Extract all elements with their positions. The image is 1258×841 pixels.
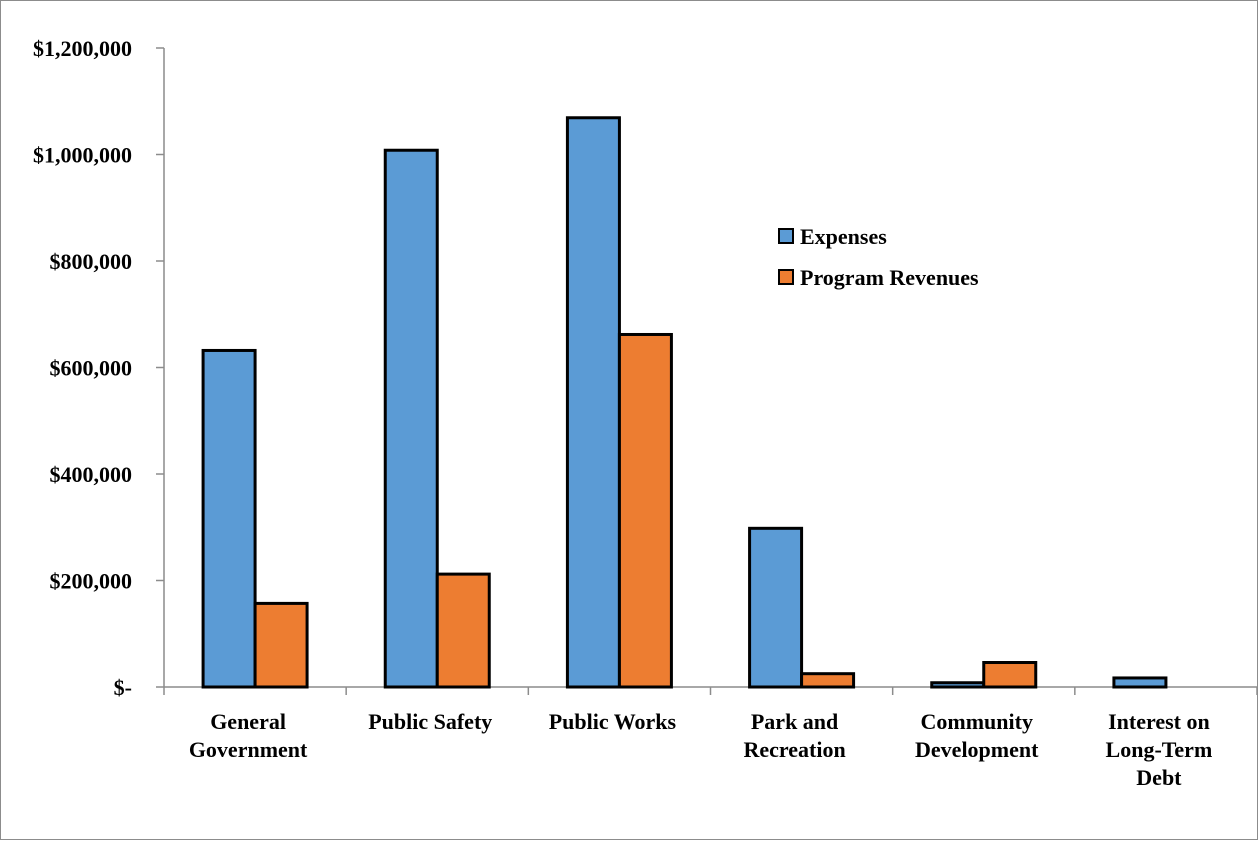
y-tick-label: $- xyxy=(114,675,132,700)
y-tick-label: $400,000 xyxy=(50,462,133,487)
category-label: General Government xyxy=(189,709,308,762)
y-axis: $- $200,000 $400,000 $600,000 $800,000 $1,000… xyxy=(33,36,165,700)
bar-program-revenues xyxy=(800,672,856,689)
bar-program-revenues xyxy=(435,572,491,689)
legend: Expenses Program Revenues xyxy=(778,224,979,290)
bar-expenses xyxy=(1112,676,1168,689)
bars xyxy=(201,116,1168,689)
bar-expenses xyxy=(201,348,257,689)
bar-expenses xyxy=(565,116,621,689)
bar-program-revenues xyxy=(617,332,673,689)
bar-expenses xyxy=(930,681,986,689)
bar-expenses xyxy=(748,526,804,689)
y-tick-label: $200,000 xyxy=(50,569,133,594)
category-label: Public Works xyxy=(549,709,677,734)
category-label: Community Development xyxy=(915,709,1039,762)
y-tick-label: $1,200,000 xyxy=(33,36,132,61)
legend-swatch xyxy=(778,269,794,285)
category-labels: General Government Public Safety Public Wor… xyxy=(189,709,1212,790)
x-axis xyxy=(163,686,1258,695)
legend-label: Program Revenues xyxy=(800,265,979,290)
bar-expenses xyxy=(383,148,439,689)
category-label: Interest on Long-Term Debt xyxy=(1106,709,1213,790)
y-tick-label: $1,000,000 xyxy=(33,143,132,168)
y-tick-label: $600,000 xyxy=(50,356,133,381)
bar-program-revenues xyxy=(253,601,309,689)
category-label: Park and Recreation xyxy=(743,709,845,762)
bar-program-revenues xyxy=(982,661,1038,689)
legend-label: Expenses xyxy=(800,224,887,249)
legend-swatch xyxy=(778,228,794,244)
category-label: Public Safety xyxy=(368,709,492,734)
y-tick-label: $800,000 xyxy=(50,249,133,274)
